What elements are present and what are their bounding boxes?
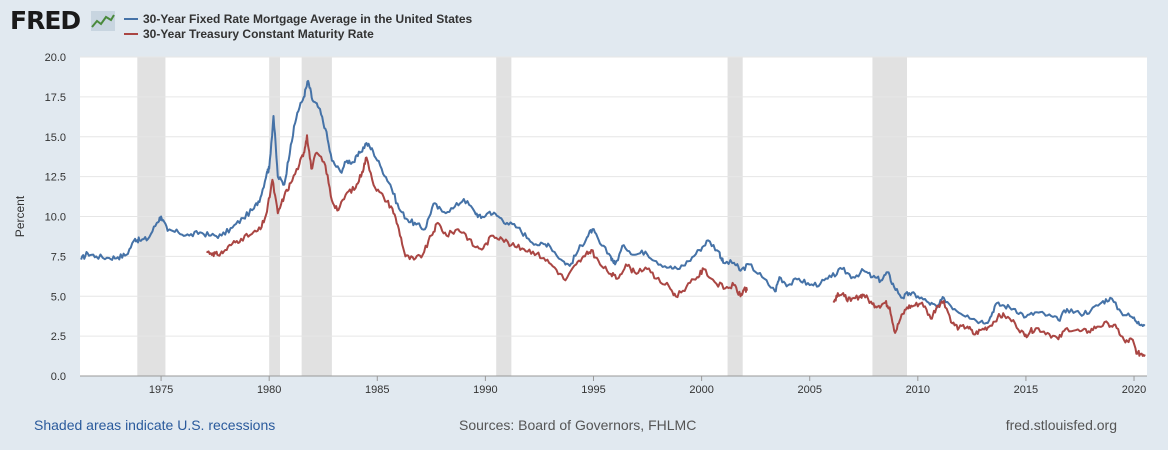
x-tick-label: 1990 xyxy=(473,384,497,396)
y-tick-label: 17.5 xyxy=(45,92,66,104)
recession-note: Shaded areas indicate U.S. recessions xyxy=(34,417,276,433)
legend-item-mortgage[interactable]: 30-Year Fixed Rate Mortgage Average in t… xyxy=(124,11,472,26)
x-tick-label: 2015 xyxy=(1014,384,1038,396)
x-tick-label: 2010 xyxy=(906,384,930,396)
y-tick-label: 0.0 xyxy=(51,371,66,383)
legend-swatch-mortgage xyxy=(124,17,138,20)
chart-graph-icon xyxy=(91,11,115,31)
x-tick-label: 1995 xyxy=(581,384,605,396)
legend-label-mortgage: 30-Year Fixed Rate Mortgage Average in t… xyxy=(143,11,473,26)
x-tick-label: 1975 xyxy=(149,384,173,396)
y-tick-label: 12.5 xyxy=(45,172,66,184)
x-tick-label: 2005 xyxy=(797,384,821,396)
sources-note: Sources: Board of Governors, FHLMC xyxy=(459,417,697,433)
legend-swatch-treasury xyxy=(124,32,138,35)
legend-label-treasury: 30-Year Treasury Constant Maturity Rate xyxy=(143,26,374,41)
y-tick-label: 2.5 xyxy=(51,331,66,343)
line-chart: 0.0 2.5 5.0 7.5 10.0 12.5 15.0 17.5 20.0 1975 1980… xyxy=(13,52,1147,396)
y-tick-label: 5.0 xyxy=(51,291,66,303)
y-axis-label: Percent xyxy=(13,195,27,237)
series-line-treasury xyxy=(832,292,1146,357)
chart-legend: 30-Year Fixed Rate Mortgage Average in t… xyxy=(124,11,472,41)
x-tick-label: 2020 xyxy=(1122,384,1146,396)
y-tick-label: 15.0 xyxy=(45,132,66,144)
x-tick-label: 2000 xyxy=(689,384,713,396)
legend-item-treasury[interactable]: 30-Year Treasury Constant Maturity Rate xyxy=(124,26,472,41)
series-line-treasury xyxy=(206,134,748,299)
series-line-mortgage xyxy=(80,79,1146,327)
x-tick-label: 1980 xyxy=(257,384,281,396)
fred-logo[interactable]: FRED xyxy=(10,6,81,35)
y-tick-label: 20.0 xyxy=(45,52,66,64)
y-tick-label: 10.0 xyxy=(45,212,66,224)
x-tick-label: 1985 xyxy=(365,384,389,396)
site-link[interactable]: fred.stlouisfed.org xyxy=(1005,417,1117,433)
y-tick-label: 7.5 xyxy=(51,251,66,263)
